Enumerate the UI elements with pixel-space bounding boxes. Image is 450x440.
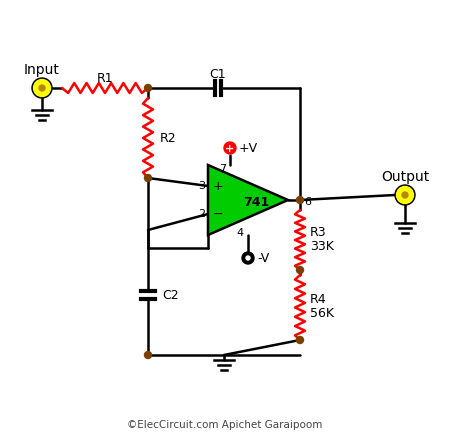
Text: -V: -V: [257, 252, 269, 264]
Text: ©ElecCircuit.com Apichet Garaipoom: ©ElecCircuit.com Apichet Garaipoom: [127, 420, 323, 430]
Text: +V: +V: [239, 142, 258, 154]
Circle shape: [402, 192, 408, 198]
Text: R1: R1: [97, 72, 113, 84]
Text: +: +: [213, 180, 223, 193]
Text: R3: R3: [310, 225, 327, 238]
Circle shape: [33, 80, 50, 96]
Text: R4: R4: [310, 293, 327, 306]
Text: 33K: 33K: [310, 239, 334, 253]
Circle shape: [297, 267, 303, 274]
Text: 7: 7: [219, 164, 226, 174]
Text: 741: 741: [243, 195, 269, 209]
Circle shape: [396, 187, 414, 203]
Circle shape: [242, 252, 254, 264]
Circle shape: [32, 78, 52, 98]
Circle shape: [224, 142, 236, 154]
Circle shape: [144, 352, 152, 359]
Text: Output: Output: [381, 170, 429, 184]
Circle shape: [395, 185, 415, 205]
Polygon shape: [208, 165, 288, 235]
Circle shape: [144, 175, 152, 181]
Text: C2: C2: [162, 289, 179, 301]
Text: 6: 6: [304, 197, 311, 207]
Text: R2: R2: [160, 132, 176, 144]
Text: 4: 4: [237, 228, 244, 238]
Circle shape: [144, 84, 152, 92]
Text: 3: 3: [198, 181, 205, 191]
Circle shape: [297, 197, 303, 203]
Text: −: −: [213, 208, 223, 220]
Text: +: +: [225, 143, 234, 154]
Text: 2: 2: [198, 209, 205, 219]
Circle shape: [246, 256, 250, 260]
Circle shape: [39, 85, 45, 91]
Circle shape: [297, 337, 303, 344]
Text: C1: C1: [210, 67, 226, 81]
Text: 56K: 56K: [310, 307, 334, 320]
Text: Input: Input: [24, 63, 60, 77]
